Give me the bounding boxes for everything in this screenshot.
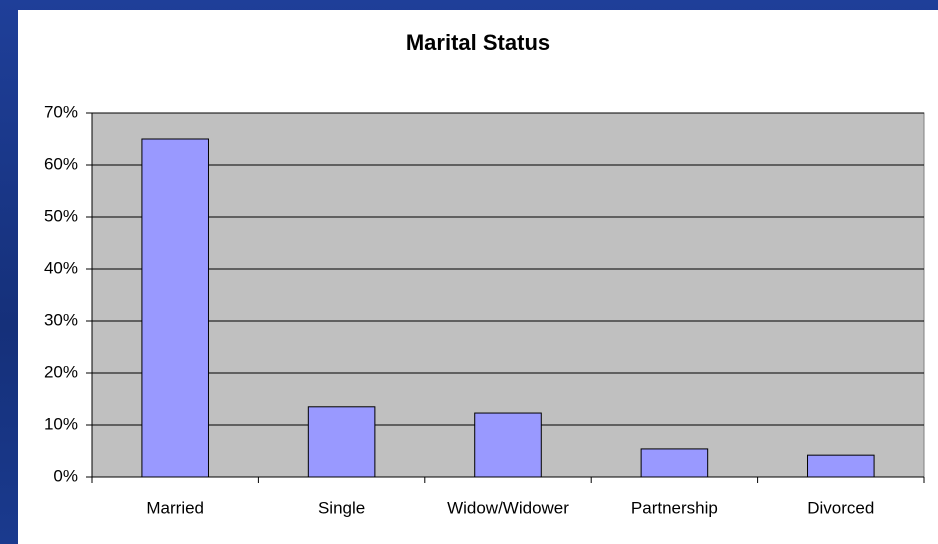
bar bbox=[307, 406, 376, 478]
y-tick-label: 60% bbox=[44, 154, 78, 173]
x-tick-label: Single bbox=[318, 498, 365, 517]
y-tick-label: 0% bbox=[53, 466, 78, 485]
x-tick-label: Divorced bbox=[807, 498, 874, 517]
chart-title: Marital Status bbox=[406, 30, 550, 55]
bar bbox=[640, 448, 709, 478]
bar bbox=[474, 412, 542, 478]
y-tick-label: 20% bbox=[44, 362, 78, 381]
y-tick-label: 70% bbox=[44, 102, 78, 121]
x-tick-label: Widow/Widower bbox=[447, 498, 569, 517]
x-tick-label: Married bbox=[146, 498, 204, 517]
bar bbox=[807, 454, 875, 478]
y-tick-label: 40% bbox=[44, 258, 78, 277]
y-tick-label: 30% bbox=[44, 310, 78, 329]
y-tick-label: 50% bbox=[44, 206, 78, 225]
x-tick-label: Partnership bbox=[631, 498, 718, 517]
bar bbox=[141, 138, 209, 478]
y-tick-label: 10% bbox=[44, 414, 78, 433]
